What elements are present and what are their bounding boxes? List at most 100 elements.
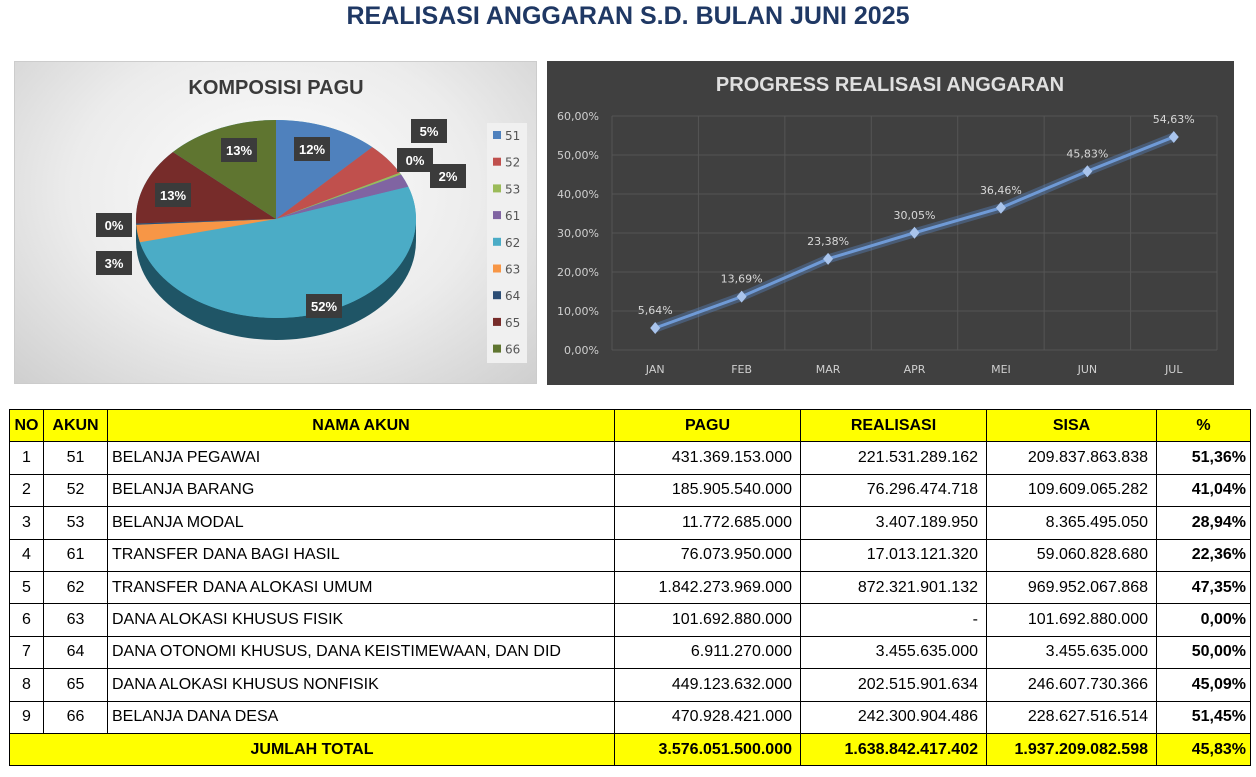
pie-label-box [155, 183, 191, 207]
pie-label-box [294, 137, 330, 161]
cell-no: 6 [9, 603, 44, 637]
pie-data-label: 0% [105, 218, 124, 233]
cell-sisa: 246.607.730.366 [986, 668, 1157, 702]
data-label: 13,69% [721, 273, 763, 286]
cell-pagu: 101.692.880.000 [614, 603, 801, 637]
pie-data-label: 2% [439, 169, 458, 184]
cell-percent: 45,09% [1156, 668, 1251, 702]
cell-pagu: 431.369.153.000 [614, 441, 801, 475]
cell-percent: 50,00% [1156, 635, 1251, 670]
x-tick-label: FEB [731, 363, 752, 376]
pie-slice-53 [276, 172, 402, 219]
cell-sisa: 228.627.516.514 [986, 700, 1157, 734]
cell-nama-akun: DANA OTONOMI KHUSUS, DANA KEISTIMEWAAN, … [107, 635, 615, 670]
pie-data-label: 3% [105, 256, 124, 271]
pie-label-box [306, 294, 342, 318]
legend-swatch-51 [493, 131, 501, 139]
legend-label-65: 65 [505, 316, 520, 330]
legend-swatch-62 [493, 237, 501, 246]
cell-akun: 66 [43, 700, 108, 734]
page-title: REALISASI ANGGARAN S.D. BULAN JUNI 2025 [346, 2, 910, 30]
cell-sisa: 101.692.880.000 [986, 603, 1157, 637]
cell-sisa: 109.609.065.282 [986, 473, 1157, 508]
total-realisasi: 1.638.842.417.402 [800, 732, 987, 767]
legend-swatch-53 [493, 184, 501, 193]
table-row: 7 64 DANA OTONOMI KHUSUS, DANA KEISTIMEWAA… [9, 635, 1251, 670]
legend-swatch-61 [493, 211, 501, 220]
cell-realisasi: 221.531.289.162 [800, 441, 987, 475]
x-tick-label: APR [904, 363, 926, 376]
y-tick-label: 20,00% [557, 266, 599, 279]
pie-chart-panel: KOMPOSISI PAGU 12% 5% 0% 2% 52% 3% 0% 13% 13% 51 52… [14, 61, 537, 384]
cell-nama-akun: BELANJA DANA DESA [107, 700, 615, 734]
table-row: 9 66 BELANJA DANA DESA 470.928.421.000 242.3… [9, 700, 1251, 734]
table-row: 5 62 TRANSFER DANA ALOKASI UMUM 1.842.273.9… [9, 570, 1251, 605]
pie-data-label: 5% [420, 124, 439, 139]
cell-sisa: 59.060.828.680 [986, 538, 1157, 572]
data-label: 5,64% [638, 304, 673, 317]
cell-pagu: 6.911.270.000 [614, 635, 801, 670]
pie-label-box [221, 138, 257, 162]
data-point-APR [909, 226, 920, 239]
cell-realisasi: 76.296.474.718 [800, 473, 987, 508]
cell-no: 5 [9, 570, 44, 605]
data-label: 54,63% [1153, 113, 1195, 126]
legend-swatch-66 [493, 344, 501, 353]
cell-sisa: 8.365.495.050 [986, 506, 1157, 540]
header-percent: % [1156, 408, 1251, 443]
table-row: 6 63 DANA ALOKASI KHUSUS FISIK 101.692.880.… [9, 603, 1251, 637]
legend-swatch-63 [493, 264, 501, 273]
cell-realisasi: 3.455.635.000 [800, 635, 987, 670]
pie-slice-52 [276, 147, 400, 219]
cell-nama-akun: BELANJA MODAL [107, 506, 615, 540]
header-nama-akun: NAMA AKUN [107, 408, 615, 443]
data-point-JUN [1082, 165, 1093, 178]
cell-nama-akun: TRANSFER DANA BAGI HASIL [107, 538, 615, 572]
cell-realisasi: 3.407.189.950 [800, 506, 987, 540]
cell-realisasi: 17.013.121.320 [800, 538, 987, 572]
cell-akun: 64 [43, 635, 108, 670]
pie-data-label: 12% [299, 142, 325, 157]
cell-percent: 28,94% [1156, 506, 1251, 540]
legend-label-62: 62 [505, 236, 520, 250]
pie-data-label: 0% [406, 153, 425, 168]
cell-sisa: 3.455.635.000 [986, 635, 1157, 670]
cell-no: 8 [9, 668, 44, 702]
legend-swatch-65 [493, 317, 501, 326]
cell-no: 2 [9, 473, 44, 508]
pie-label-box [411, 119, 447, 143]
pie-slice-62 [139, 186, 416, 318]
x-tick-label: JAN [645, 363, 665, 376]
line-chart-panel: PROGRESS REALISASI ANGGARAN 0,00% 10,00% 20… [547, 61, 1234, 385]
table-row: 3 53 BELANJA MODAL 11.772.685.000 3.407.189.… [9, 506, 1251, 540]
table-row: 2 52 BELANJA BARANG 185.905.540.000 76.296.4… [9, 473, 1251, 508]
table-row: 4 61 TRANSFER DANA BAGI HASIL 76.073.950.00… [9, 538, 1251, 572]
cell-pagu: 185.905.540.000 [614, 473, 801, 508]
pie-label-box [430, 164, 466, 188]
pie-slice-63 [136, 219, 276, 243]
cell-pagu: 449.123.632.000 [614, 668, 801, 702]
y-tick-label: 40,00% [557, 188, 599, 201]
header-sisa: SISA [986, 408, 1157, 443]
y-tick-label: 30,00% [557, 227, 599, 240]
legend-label-52: 52 [505, 156, 520, 170]
cell-percent: 22,36% [1156, 538, 1251, 572]
cell-percent: 51,45% [1156, 700, 1251, 734]
cell-no: 9 [9, 700, 44, 734]
x-tick-label: MAR [816, 363, 841, 376]
cell-percent: 47,35% [1156, 570, 1251, 605]
legend-swatch-52 [493, 157, 501, 166]
data-label: 45,83% [1066, 147, 1108, 160]
data-point-JUL [1168, 130, 1179, 143]
x-tick-label: JUN [1077, 363, 1098, 376]
cell-realisasi: 242.300.904.486 [800, 700, 987, 734]
pie-chart: KOMPOSISI PAGU 12% 5% 0% 2% 52% 3% 0% 13% 13% 51 52… [96, 77, 527, 363]
data-label: 23,38% [807, 235, 849, 248]
x-tick-label: MEI [991, 363, 1011, 376]
pie-label-box [96, 213, 132, 237]
cell-percent: 51,36% [1156, 441, 1251, 475]
total-sisa: 1.937.209.082.598 [986, 732, 1157, 767]
x-tick-label: JUL [1164, 363, 1183, 376]
cell-no: 4 [9, 538, 44, 572]
cell-pagu: 11.772.685.000 [614, 506, 801, 540]
